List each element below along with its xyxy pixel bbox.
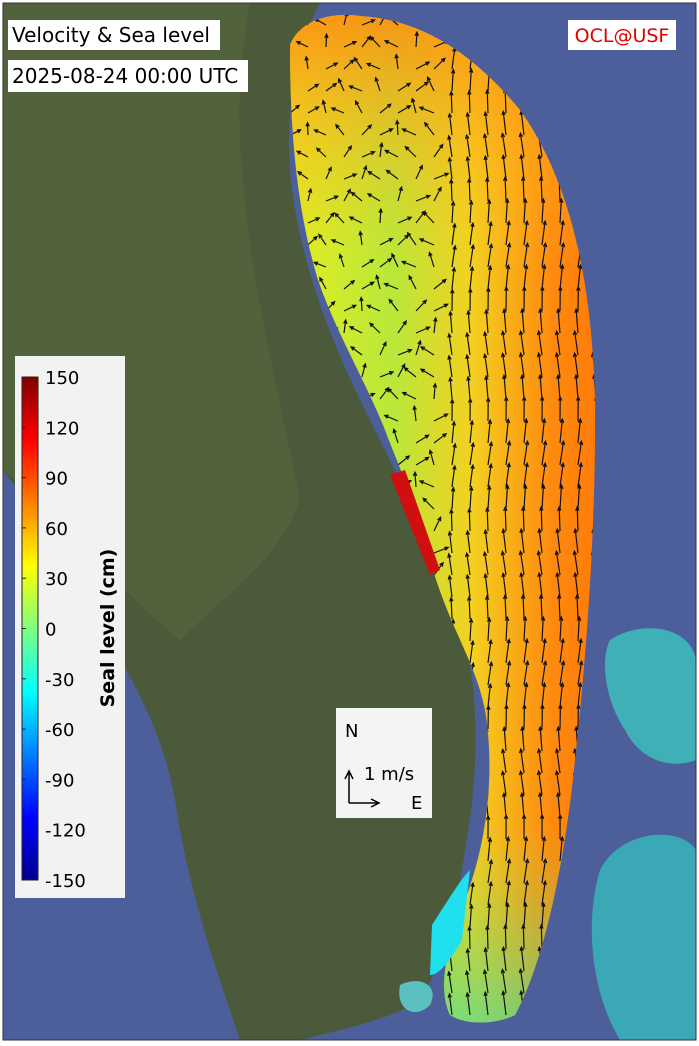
colorbar-tick-label: 30 — [45, 569, 68, 590]
colorbar-tick-label: 120 — [45, 418, 79, 439]
scale-arrows — [344, 769, 381, 808]
colorbar-tick-label: -90 — [45, 770, 74, 791]
credit: OCL@USF — [575, 25, 670, 47]
title: Velocity & Sea level — [12, 23, 210, 47]
credit-box — [568, 20, 676, 50]
colorbar-tick-label: -150 — [45, 871, 86, 892]
scale-legend: N 1 m/s E — [336, 708, 432, 818]
timestamp-box — [8, 60, 248, 92]
east-label: E — [411, 793, 422, 814]
colorbar-tick-label: 150 — [45, 368, 79, 389]
bahamas-shoal — [591, 834, 696, 1040]
colorbar-tick-label: -120 — [45, 821, 86, 842]
colorbar-tick-label: 0 — [45, 620, 56, 641]
keys — [399, 981, 433, 1013]
bay-low — [430, 870, 470, 975]
timestamp: 2025-08-24 00:00 UTC — [12, 64, 238, 88]
colorbar-tick-label: 60 — [45, 519, 68, 540]
colorbar: Seal level (cm) 150 120 90 60 30 0 -30 -60 -90 -1… — [15, 356, 125, 898]
colorbar-tick-label: -30 — [45, 670, 74, 691]
speed-label: 1 m/s — [364, 764, 414, 785]
title-box — [8, 20, 220, 50]
north-label: N — [345, 721, 358, 742]
bahamas-shoal — [605, 628, 696, 764]
scale-box — [336, 708, 432, 818]
colorbar-label: Seal level (cm) — [97, 549, 119, 708]
colorbar-tick-label: -60 — [45, 720, 74, 741]
colorbar-tick-label: 90 — [45, 469, 68, 490]
lagoon-high — [390, 470, 440, 575]
